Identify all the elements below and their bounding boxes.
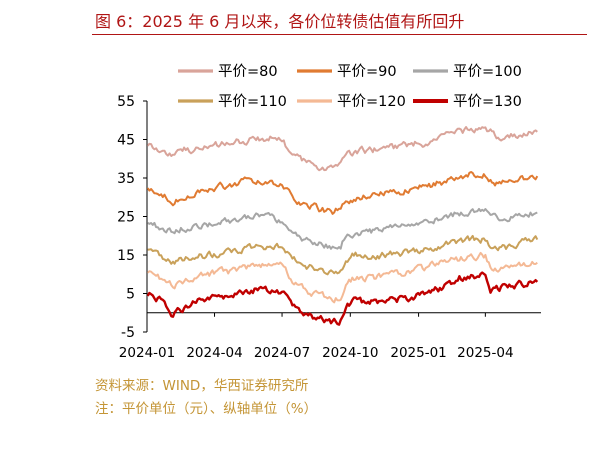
y-tick-label: -5 [121, 325, 135, 341]
series-line-1 [146, 126, 538, 172]
y-tick-label: 15 [117, 248, 135, 264]
legend-label-6: 平价=130 [453, 94, 522, 110]
x-tick-label: 2024-07 [254, 345, 310, 361]
legend-label-1: 平价=80 [218, 64, 278, 80]
legend: 平价=80 平价=90 平价=100 平价=110 平价=120 平价=130 [178, 64, 522, 110]
legend-label-5: 平价=120 [337, 94, 406, 110]
chart-title: 图 6：2025 年 6 月以来，各价位转债估值有所回升 [95, 12, 465, 31]
source-note: 资料来源：WIND，华西证券研究所 [95, 378, 309, 394]
x-tick-label: 2025-04 [457, 345, 513, 361]
x-tick-label: 2024-04 [186, 345, 242, 361]
series-line-4 [147, 234, 539, 276]
y-tick-label: 25 [117, 210, 135, 226]
y-tick-label: 45 [117, 133, 135, 149]
legend-label-3: 平价=100 [453, 64, 522, 80]
x-tick-label: 2025-01 [390, 345, 446, 361]
y-tick-label: 5 [126, 287, 135, 303]
series-lines [146, 126, 539, 326]
series-line-5 [147, 251, 538, 304]
axes: 55 45 35 25 15 5 -5 2024-01 2024-04 2024-07 2024-1… [117, 94, 541, 361]
x-tick-label: 2024-01 [119, 345, 175, 361]
x-tick-label: 2024-10 [322, 345, 378, 361]
unit-note: 注：平价单位（元）、纵轴单位（%） [95, 401, 318, 417]
series-line-2 [146, 171, 539, 215]
legend-label-2: 平价=90 [337, 64, 397, 80]
title-rule [92, 34, 587, 35]
legend-label-4: 平价=110 [218, 94, 287, 110]
y-tick-label: 35 [117, 171, 135, 187]
y-tick-label: 55 [117, 94, 135, 110]
series-line-3 [147, 207, 538, 250]
series-line-6 [146, 271, 539, 326]
